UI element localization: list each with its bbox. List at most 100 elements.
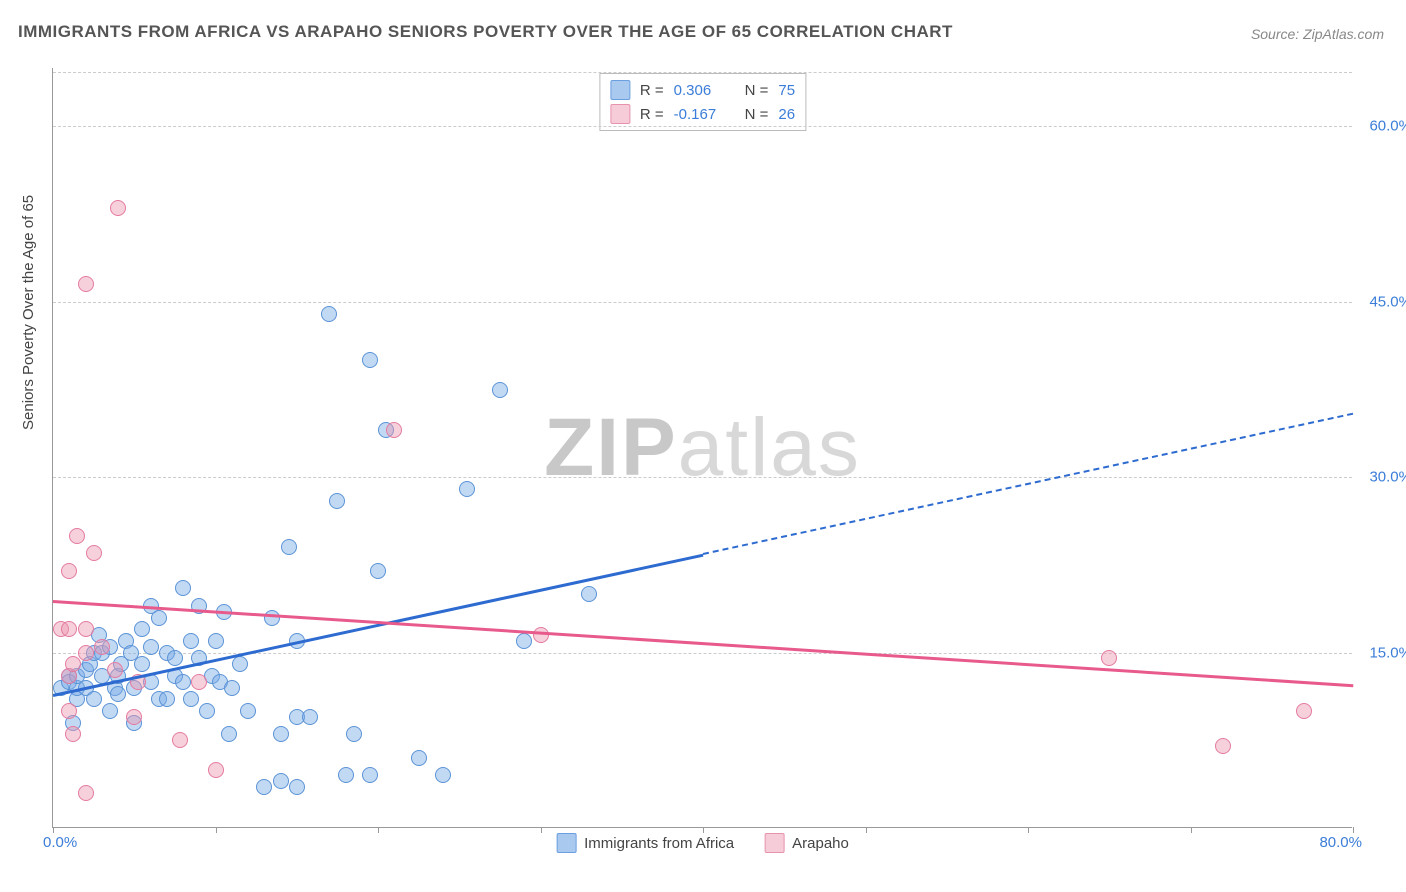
scatter-point <box>65 656 81 672</box>
scatter-point <box>175 674 191 690</box>
x-axis-tick-mark <box>216 827 217 833</box>
scatter-point <box>362 767 378 783</box>
legend-label-series1: Immigrants from Africa <box>584 835 734 852</box>
legend-swatch-series2 <box>610 104 630 124</box>
scatter-point <box>224 680 240 696</box>
scatter-point <box>78 276 94 292</box>
scatter-point <box>110 200 126 216</box>
legend-row: R = -0.167 N = 26 <box>610 102 795 126</box>
x-axis-tick-mark <box>1028 827 1029 833</box>
scatter-point <box>240 703 256 719</box>
gridline-horizontal <box>53 126 1352 127</box>
scatter-point <box>581 586 597 602</box>
watermark-light: atlas <box>678 402 861 493</box>
scatter-point <box>281 539 297 555</box>
scatter-point <box>134 656 150 672</box>
correlation-legend: R = 0.306 N = 75 R = -0.167 N = 26 <box>599 73 806 131</box>
scatter-point <box>167 650 183 666</box>
x-axis-tick-first: 0.0% <box>43 834 77 851</box>
scatter-point <box>86 691 102 707</box>
scatter-point <box>459 481 475 497</box>
scatter-point <box>386 422 402 438</box>
n-label: N = <box>745 82 769 99</box>
scatter-point <box>183 691 199 707</box>
x-axis-tick-mark <box>378 827 379 833</box>
source-name: ZipAtlas.com <box>1303 26 1384 42</box>
y-axis-tick-label: 15.0% <box>1369 644 1406 661</box>
scatter-point <box>346 726 362 742</box>
scatter-point <box>69 528 85 544</box>
x-axis-tick-mark <box>1191 827 1192 833</box>
scatter-point <box>191 674 207 690</box>
scatter-point <box>199 703 215 719</box>
gridline-horizontal <box>53 477 1352 478</box>
scatter-point <box>273 773 289 789</box>
scatter-point <box>492 382 508 398</box>
legend-row: R = 0.306 N = 75 <box>610 78 795 102</box>
scatter-point <box>1101 650 1117 666</box>
source-label: Source: <box>1251 26 1303 42</box>
scatter-point <box>232 656 248 672</box>
scatter-point <box>61 563 77 579</box>
n-label: N = <box>745 106 769 123</box>
scatter-point <box>61 703 77 719</box>
source-attribution: Source: ZipAtlas.com <box>1251 26 1384 42</box>
gridline-horizontal <box>53 302 1352 303</box>
scatter-point <box>94 639 110 655</box>
legend-swatch-series2 <box>764 833 784 853</box>
scatter-point <box>183 633 199 649</box>
legend-item-series2: Arapaho <box>764 833 849 853</box>
r-label: R = <box>640 82 664 99</box>
scatter-point <box>273 726 289 742</box>
r-value-series2: -0.167 <box>674 106 729 123</box>
r-value-series1: 0.306 <box>674 82 729 99</box>
scatter-point <box>302 709 318 725</box>
scatter-point <box>172 732 188 748</box>
scatter-point <box>221 726 237 742</box>
legend-item-series1: Immigrants from Africa <box>556 833 734 853</box>
n-value-series1: 75 <box>778 82 795 99</box>
scatter-point <box>208 633 224 649</box>
scatter-point <box>78 785 94 801</box>
scatter-point <box>329 493 345 509</box>
scatter-point <box>1296 703 1312 719</box>
scatter-point <box>151 610 167 626</box>
x-axis-tick-mark <box>1353 827 1354 833</box>
scatter-point <box>338 767 354 783</box>
n-value-series2: 26 <box>778 106 795 123</box>
gridline-horizontal <box>53 72 1352 73</box>
scatter-point <box>159 691 175 707</box>
scatter-point <box>143 639 159 655</box>
series-legend: Immigrants from Africa Arapaho <box>556 833 849 853</box>
legend-swatch-series1 <box>556 833 576 853</box>
scatter-point <box>78 621 94 637</box>
legend-label-series2: Arapaho <box>792 835 849 852</box>
y-axis-tick-label: 45.0% <box>1369 293 1406 310</box>
x-axis-tick-mark <box>53 827 54 833</box>
x-axis-tick-mark <box>703 827 704 833</box>
scatter-point <box>411 750 427 766</box>
watermark: ZIPatlas <box>544 401 861 495</box>
scatter-point <box>256 779 272 795</box>
scatter-point <box>86 545 102 561</box>
scatter-point <box>126 709 142 725</box>
scatter-point <box>362 352 378 368</box>
x-axis-tick-last: 80.0% <box>1319 834 1362 851</box>
trend-line <box>53 600 1353 687</box>
y-axis-label: Seniors Poverty Over the Age of 65 <box>20 195 37 430</box>
scatter-point <box>102 703 118 719</box>
y-axis-tick-label: 60.0% <box>1369 118 1406 135</box>
chart-title: IMMIGRANTS FROM AFRICA VS ARAPAHO SENIOR… <box>18 22 953 42</box>
scatter-point <box>107 662 123 678</box>
scatter-plot-area: ZIPatlas R = 0.306 N = 75 R = -0.167 N =… <box>52 68 1352 828</box>
scatter-point <box>435 767 451 783</box>
scatter-point <box>110 686 126 702</box>
scatter-point <box>516 633 532 649</box>
watermark-bold: ZIP <box>544 402 678 493</box>
r-label: R = <box>640 106 664 123</box>
scatter-point <box>78 645 94 661</box>
x-axis-tick-mark <box>866 827 867 833</box>
scatter-point <box>289 779 305 795</box>
trend-line <box>703 413 1353 555</box>
x-axis-tick-mark <box>541 827 542 833</box>
